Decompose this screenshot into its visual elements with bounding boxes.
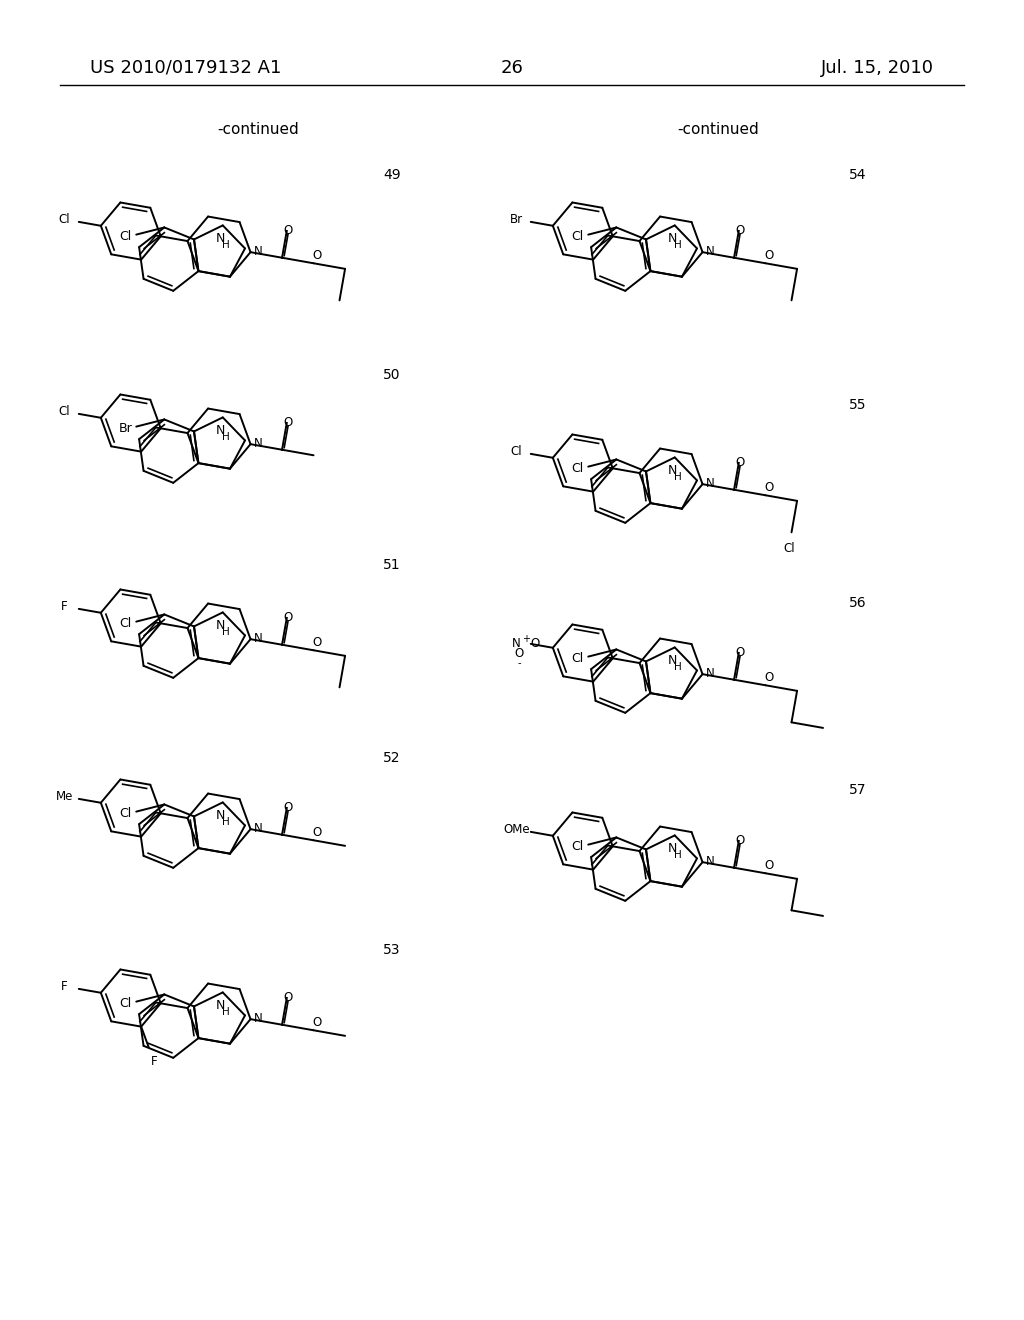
Text: Cl: Cl	[119, 808, 131, 820]
Text: 49: 49	[383, 168, 400, 182]
Text: N: N	[254, 821, 263, 834]
Text: O: O	[283, 801, 292, 813]
Text: N: N	[668, 465, 677, 478]
Text: O: O	[735, 834, 744, 846]
Text: N: N	[707, 477, 715, 490]
Text: N: N	[707, 667, 715, 680]
Text: H: H	[222, 1007, 230, 1016]
Text: 53: 53	[383, 942, 400, 957]
Text: O: O	[764, 482, 773, 495]
Text: H: H	[675, 473, 682, 482]
Text: H: H	[222, 240, 230, 249]
Text: Cl: Cl	[58, 405, 71, 418]
Text: O: O	[283, 990, 292, 1003]
Text: F: F	[61, 599, 68, 612]
Text: 57: 57	[849, 783, 866, 797]
Text: Cl: Cl	[571, 462, 584, 475]
Text: Me: Me	[56, 789, 74, 803]
Text: O: O	[283, 611, 292, 623]
Text: Cl: Cl	[119, 618, 131, 631]
Text: Cl: Cl	[119, 230, 131, 243]
Text: O: O	[735, 645, 744, 659]
Text: N: N	[215, 425, 225, 437]
Text: O: O	[283, 223, 292, 236]
Text: Br: Br	[510, 213, 523, 226]
Text: Cl: Cl	[571, 841, 584, 853]
Text: -continued: -continued	[217, 123, 299, 137]
Text: 54: 54	[849, 168, 866, 182]
Text: O: O	[312, 249, 322, 263]
Text: O: O	[764, 249, 773, 263]
Text: N: N	[668, 232, 677, 246]
Text: N: N	[215, 232, 225, 246]
Text: F: F	[61, 979, 68, 993]
Text: H: H	[222, 627, 230, 638]
Text: H: H	[222, 432, 230, 442]
Text: 50: 50	[383, 368, 400, 381]
Text: O: O	[283, 416, 292, 429]
Text: N: N	[707, 244, 715, 257]
Text: -: -	[518, 659, 521, 668]
Text: F: F	[151, 1055, 157, 1068]
Text: H: H	[222, 817, 230, 826]
Text: 52: 52	[383, 751, 400, 766]
Text: O: O	[312, 826, 322, 840]
Text: O: O	[735, 455, 744, 469]
Text: N: N	[215, 809, 225, 822]
Text: +: +	[521, 635, 529, 644]
Text: O: O	[764, 859, 773, 873]
Text: Cl: Cl	[511, 445, 522, 458]
Text: O: O	[735, 223, 744, 236]
Text: N: N	[668, 655, 677, 668]
Text: Cl: Cl	[58, 213, 71, 226]
Text: O: O	[530, 636, 540, 649]
Text: Cl: Cl	[783, 541, 795, 554]
Text: OMe: OMe	[503, 822, 529, 836]
Text: N: N	[512, 636, 521, 649]
Text: N: N	[254, 437, 263, 450]
Text: N: N	[254, 632, 263, 644]
Text: -continued: -continued	[677, 123, 759, 137]
Text: N: N	[668, 842, 677, 855]
Text: N: N	[215, 999, 225, 1012]
Text: O: O	[312, 1016, 322, 1030]
Text: US 2010/0179132 A1: US 2010/0179132 A1	[90, 59, 282, 77]
Text: Jul. 15, 2010: Jul. 15, 2010	[821, 59, 934, 77]
Text: N: N	[254, 244, 263, 257]
Text: Br: Br	[119, 422, 132, 436]
Text: N: N	[215, 619, 225, 632]
Text: O: O	[312, 636, 322, 649]
Text: O: O	[514, 647, 523, 660]
Text: Cl: Cl	[119, 998, 131, 1010]
Text: 56: 56	[849, 597, 866, 610]
Text: Cl: Cl	[571, 230, 584, 243]
Text: 51: 51	[383, 558, 400, 572]
Text: 26: 26	[501, 59, 523, 77]
Text: H: H	[675, 240, 682, 249]
Text: O: O	[764, 672, 773, 685]
Text: H: H	[675, 850, 682, 859]
Text: H: H	[675, 661, 682, 672]
Text: N: N	[254, 1011, 263, 1024]
Text: 55: 55	[849, 399, 866, 412]
Text: Cl: Cl	[571, 652, 584, 665]
Text: N: N	[707, 854, 715, 867]
